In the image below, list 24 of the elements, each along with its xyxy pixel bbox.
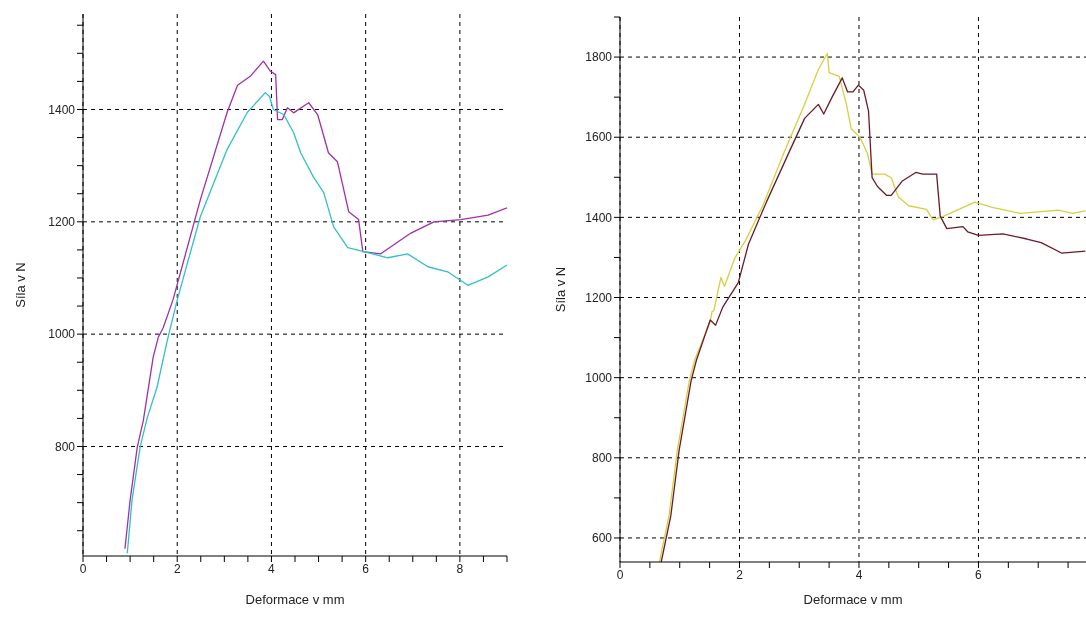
y-tick-label: 1800 [585,50,613,65]
x-tick-label: 2 [173,561,181,576]
y-axis-title: Síla v N [12,262,28,308]
x-tick-label: 4 [268,561,276,576]
y-tick-label: 600 [591,531,613,546]
x-tick-label: 8 [456,561,464,576]
y-tick-label: 800 [591,451,613,466]
x-tick-label: 4 [855,567,863,582]
x-tick-label: 6 [362,561,370,576]
x-axis-title: Deformace v mm [245,592,345,607]
x-axis-title: Deformace v mm [803,592,903,607]
x-tick-label: 6 [975,567,983,582]
y-tick-label: 1200 [48,215,76,230]
y-tick-label: 1000 [585,370,613,385]
y-tick-label: 1600 [585,130,613,145]
y-tick-label: 800 [54,439,76,454]
x-tick-label: 2 [736,567,744,582]
y-tick-label: 1400 [48,102,76,117]
y-tick-label: 1400 [585,210,613,225]
y-axis-title: Síla v N [552,266,568,313]
x-tick-label: 0 [79,561,87,576]
y-tick-label: 1000 [48,327,76,342]
x-tick-label: 0 [616,567,624,582]
y-tick-label: 1200 [585,290,613,305]
